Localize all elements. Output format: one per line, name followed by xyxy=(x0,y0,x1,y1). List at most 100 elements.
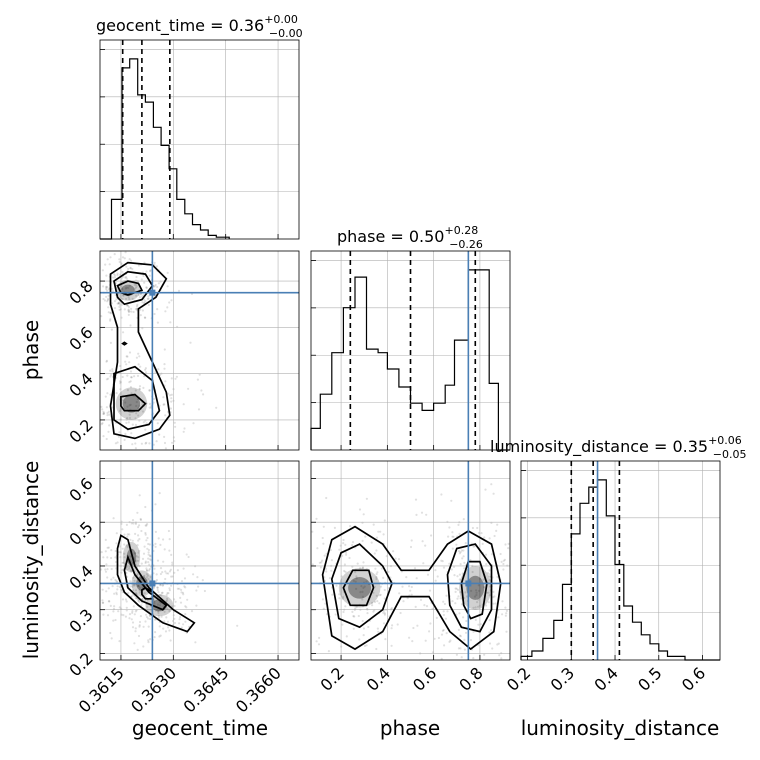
sample-point xyxy=(187,555,190,559)
sample-point xyxy=(153,261,156,264)
sample-point xyxy=(180,626,183,629)
sample-point xyxy=(170,400,173,403)
sample-point xyxy=(423,604,426,607)
sample-point xyxy=(185,606,188,609)
sample-point xyxy=(129,580,132,583)
sample-point xyxy=(166,306,169,309)
sample-point xyxy=(107,377,110,380)
sample-point xyxy=(488,579,491,582)
sample-point xyxy=(126,535,129,538)
sample-point xyxy=(149,575,152,578)
sample-point xyxy=(126,389,129,392)
sample-point xyxy=(109,256,112,259)
sample-point xyxy=(143,261,146,264)
sample-point xyxy=(157,616,161,619)
sample-point xyxy=(105,563,108,566)
sample-point xyxy=(153,600,156,603)
sample-point xyxy=(174,425,177,428)
sample-point xyxy=(106,546,109,549)
contour xyxy=(109,261,171,440)
sample-point xyxy=(132,576,135,579)
sample-point xyxy=(505,630,508,633)
sample-point xyxy=(377,530,380,533)
sample-point xyxy=(318,561,321,564)
sample-point xyxy=(138,624,141,627)
sample-point xyxy=(475,591,478,594)
sample-point xyxy=(506,564,509,567)
sample-point xyxy=(128,613,132,616)
sample-point xyxy=(192,573,195,576)
sample-point xyxy=(108,263,111,266)
sample-point xyxy=(116,274,119,277)
sample-point xyxy=(343,569,346,573)
sample-point xyxy=(203,589,206,593)
sample-point xyxy=(121,288,124,291)
sample-point xyxy=(123,552,126,555)
sample-point xyxy=(442,600,445,603)
sample-point xyxy=(147,297,150,300)
sample-point xyxy=(335,584,338,587)
sample-point xyxy=(141,557,145,561)
sample-point xyxy=(105,289,109,292)
sample-point xyxy=(145,524,148,527)
sample-point xyxy=(194,641,197,644)
sample-point xyxy=(144,561,147,565)
sample-point xyxy=(123,533,126,536)
sample-point xyxy=(149,554,152,557)
sample-point xyxy=(156,603,160,606)
sample-point xyxy=(370,541,373,544)
sample-point xyxy=(126,304,130,307)
sample-point xyxy=(106,286,109,289)
sample-point xyxy=(132,522,135,525)
sample-point xyxy=(133,288,136,291)
sample-point xyxy=(164,414,167,417)
sample-point xyxy=(105,437,108,441)
sample-point xyxy=(142,274,145,277)
sample-point xyxy=(169,407,172,410)
sample-point xyxy=(143,574,146,577)
sample-point xyxy=(464,631,468,634)
sample-point xyxy=(127,306,131,309)
sample-point xyxy=(100,568,103,571)
sample-point xyxy=(480,532,483,535)
sample-point xyxy=(488,537,491,540)
sample-point xyxy=(454,602,457,605)
sample-point xyxy=(462,518,465,521)
sample-point xyxy=(311,530,314,533)
sample-point xyxy=(155,440,158,443)
sample-point xyxy=(483,653,486,656)
sample-point xyxy=(127,313,130,316)
sample-point xyxy=(184,613,187,616)
sample-point xyxy=(127,286,130,289)
sample-point xyxy=(145,576,148,579)
sample-point xyxy=(162,627,165,630)
sample-point xyxy=(459,647,462,650)
sample-point xyxy=(451,531,454,534)
sample-point xyxy=(488,569,491,572)
sample-point xyxy=(498,654,501,657)
sample-point xyxy=(487,601,490,604)
sample-point xyxy=(169,394,172,397)
sample-point xyxy=(475,593,478,597)
sample-point xyxy=(137,352,140,355)
sample-point xyxy=(159,634,162,637)
sample-point xyxy=(113,274,117,277)
sample-point xyxy=(135,356,138,359)
sample-point xyxy=(129,538,132,542)
sample-point xyxy=(109,393,112,396)
sample-point xyxy=(121,547,124,550)
truth-marker xyxy=(465,580,472,587)
sample-point xyxy=(147,551,150,554)
sample-point xyxy=(135,285,138,288)
sample-point xyxy=(102,556,105,559)
sample-point xyxy=(171,441,174,444)
sample-point xyxy=(162,538,165,541)
sample-point xyxy=(112,610,115,613)
sample-point xyxy=(166,271,169,274)
sample-point xyxy=(132,583,135,587)
sample-point xyxy=(109,319,112,322)
sample-point xyxy=(382,533,385,536)
sample-point xyxy=(440,493,443,496)
sample-point xyxy=(359,567,362,570)
sample-point xyxy=(132,605,135,608)
